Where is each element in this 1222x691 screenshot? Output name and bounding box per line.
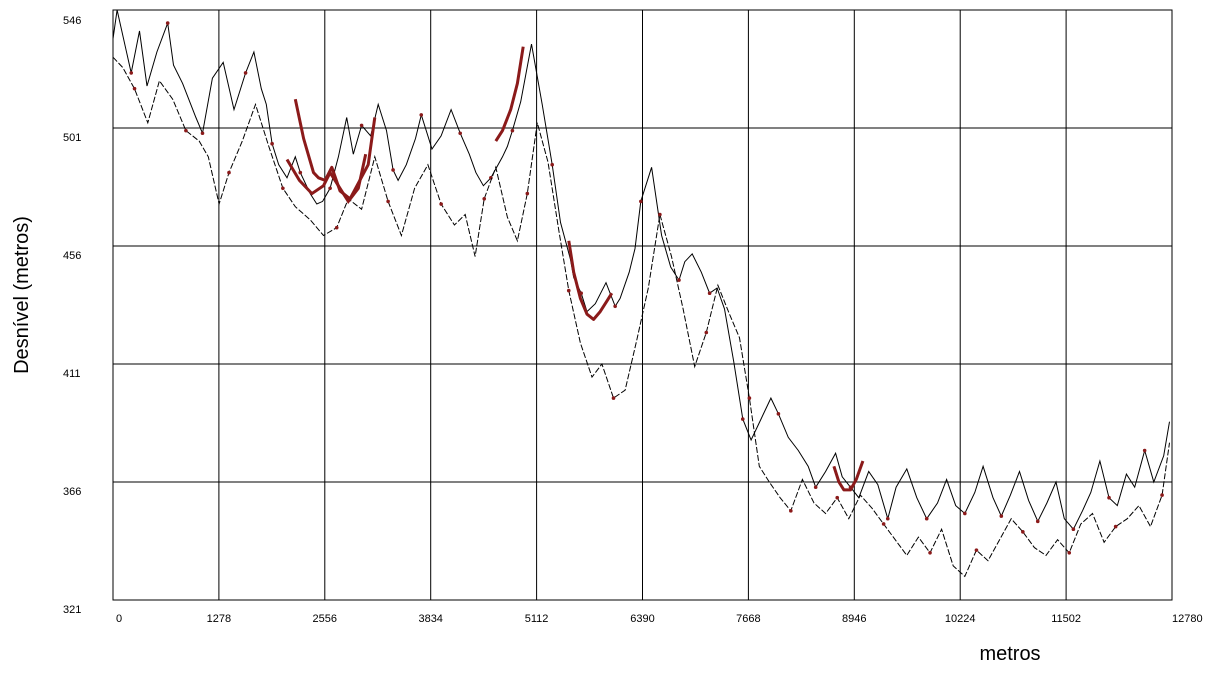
x-tick-label: 5112 [525, 613, 549, 625]
data-point [386, 199, 390, 204]
data-point [924, 516, 929, 521]
y-tick-label: 366 [63, 486, 81, 498]
data-point [298, 170, 303, 175]
highlight-layer [293, 46, 865, 492]
plot-frame [112, 9, 1173, 601]
data-point [747, 396, 752, 400]
data-point [1142, 448, 1147, 453]
data-point [458, 131, 462, 136]
x-tick-label: 8946 [842, 613, 866, 625]
data-point [200, 131, 205, 136]
data-point [359, 123, 364, 128]
data-point [999, 514, 1004, 518]
data-point [928, 551, 932, 555]
x-tick-label: 6390 [630, 613, 654, 625]
data-point [881, 522, 886, 526]
data-point [281, 186, 285, 191]
y-tick-label: 546 [63, 15, 81, 27]
y-tick-label: 411 [63, 368, 81, 380]
data-point [704, 330, 709, 335]
data-point [658, 212, 662, 217]
y-tick-label: 501 [63, 132, 81, 144]
data-point [813, 485, 818, 490]
data-point [885, 516, 890, 521]
grid [112, 9, 1173, 601]
highlight-segment [832, 460, 865, 492]
data-point [776, 412, 781, 416]
data-point [227, 170, 231, 175]
data-point [270, 141, 274, 146]
data-point [550, 162, 554, 167]
data-point [677, 278, 681, 282]
data-point [1021, 530, 1025, 534]
x-tick-label: 12780 [1172, 613, 1203, 625]
x-axis-label: metros [979, 643, 1040, 665]
x-tick-label: 1278 [207, 613, 231, 625]
x-tick-label: 2556 [313, 613, 337, 625]
x-tick-label: 11502 [1051, 613, 1081, 625]
y-tick-label: 321 [63, 604, 81, 616]
data-point [1160, 493, 1164, 497]
data-point [328, 186, 332, 191]
highlight-segment [494, 46, 525, 142]
data-point [974, 548, 979, 552]
highlight-segment [567, 240, 614, 321]
data-point [566, 288, 571, 293]
x-tick-label: 10224 [945, 613, 976, 625]
elevation-series-line [112, 9, 1170, 531]
data-point [510, 128, 515, 133]
elevation-series-line [112, 56, 1170, 578]
data-point [1113, 524, 1118, 529]
data-point [391, 168, 395, 172]
data-point [963, 511, 967, 516]
x-tick-label: 3834 [418, 613, 442, 625]
series-layer [112, 9, 1170, 578]
data-point [439, 202, 443, 206]
data-point [740, 417, 745, 421]
data-point [835, 495, 840, 500]
data-point [707, 291, 712, 296]
data-point [1035, 519, 1040, 524]
y-tick-labels: 321 366 411 456 501 546 [63, 15, 81, 616]
data-point [1067, 551, 1072, 555]
data-point [132, 86, 137, 91]
data-point [334, 225, 339, 230]
x-tick-label: 0 [116, 613, 122, 625]
data-point [611, 396, 616, 400]
y-axis-label: Desnível (metros) [11, 216, 33, 374]
data-point [639, 199, 643, 204]
highlight-segment [293, 98, 377, 201]
data-point [1107, 495, 1111, 500]
y-tick-label: 456 [63, 250, 81, 262]
data-point [1071, 527, 1076, 531]
x-tick-label: 7668 [736, 613, 760, 625]
data-point [613, 304, 617, 309]
data-point [165, 21, 170, 25]
data-point [243, 71, 248, 75]
data-point [482, 197, 487, 201]
data-point [525, 191, 530, 196]
data-point [184, 128, 188, 133]
x-tick-labels: 0 1278 2556 3834 5112 6390 7668 8946 10224 11502 1… [116, 613, 1203, 625]
data-point [789, 509, 793, 513]
data-point [419, 113, 424, 117]
data-point [129, 71, 134, 75]
